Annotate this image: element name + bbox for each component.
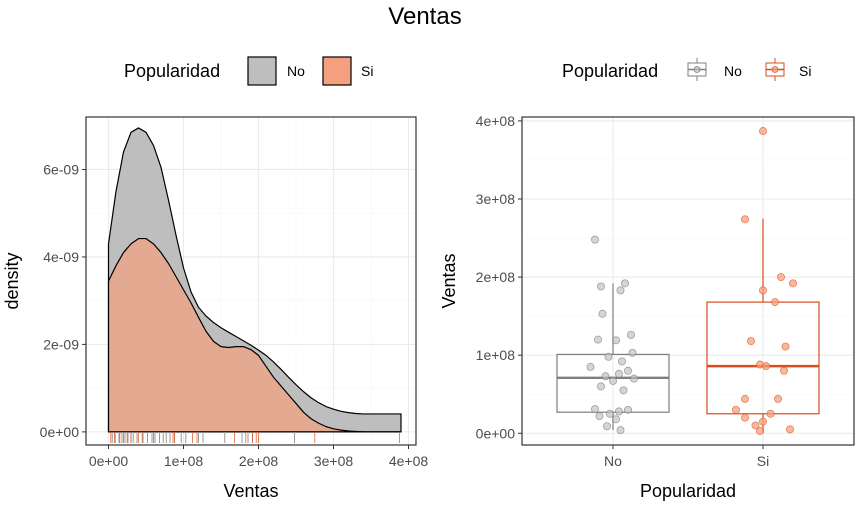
density-legend-label-no: No — [287, 63, 305, 79]
box-point-no — [604, 352, 613, 361]
box-point-si — [762, 362, 771, 371]
box-point-no — [615, 407, 624, 416]
box-legend-label-si: Si — [799, 63, 811, 79]
box-point-si — [789, 279, 798, 288]
box-y-tick-label: 0e+00 — [476, 425, 516, 441]
density-x-tick-label: 0e+00 — [89, 453, 129, 469]
box-y-tick-label: 2e+08 — [476, 269, 516, 285]
box-point-si — [759, 127, 768, 136]
box-point-si — [766, 409, 775, 418]
density-x-tick-label: 4e+08 — [389, 453, 429, 469]
density-y-tick-label: 4e-09 — [43, 249, 79, 265]
box-point-no — [591, 405, 600, 414]
density-y-tick-label: 2e-09 — [43, 336, 79, 352]
box-legend-key-no — [687, 58, 707, 81]
density-x-axis-title: Ventas — [223, 481, 278, 501]
box-x-axis: No Si — [604, 445, 769, 469]
box-point-no — [616, 286, 625, 295]
box-point-no — [627, 330, 636, 339]
box-x-tick-label: No — [604, 453, 622, 469]
box-y-axis-title: Ventas — [439, 253, 459, 308]
box-point-no — [586, 362, 595, 371]
box-panel-bg — [522, 117, 854, 445]
density-y-tick-label: 0e+00 — [40, 424, 80, 440]
box-point-si — [774, 394, 783, 403]
box-point-si — [741, 413, 750, 422]
box-point-no — [603, 422, 612, 431]
density-y-axis-title: density — [2, 252, 22, 309]
density-areas — [107, 127, 402, 433]
box-y-tick-label: 4e+08 — [476, 113, 516, 129]
box-point-no — [612, 336, 621, 345]
box-point-no — [606, 409, 615, 418]
box-point-no — [612, 415, 621, 424]
box-point-si — [741, 215, 750, 224]
box-point-si — [759, 417, 768, 426]
density-x-tick-label: 2e+08 — [239, 453, 279, 469]
box-points — [586, 127, 798, 435]
box-point-no — [595, 412, 604, 421]
box-point-si — [777, 273, 786, 282]
box-grid — [522, 117, 854, 445]
box-point-si — [781, 342, 790, 351]
box-point-si — [780, 366, 789, 375]
box-point-no — [598, 309, 607, 318]
box-chart: Popularidad No Si 0e+00 1e+08 2e+08 3e+08 — [439, 58, 855, 501]
density-y-axis: 0e+00 2e-09 4e-09 6e-09 — [40, 161, 86, 440]
density-panel-border — [85, 116, 417, 446]
box-point-no — [621, 279, 630, 288]
box-y-axis: 0e+00 1e+08 2e+08 3e+08 4e+08 — [476, 113, 522, 441]
box-x-axis-title: Popularidad — [640, 481, 736, 501]
box-point-no — [609, 376, 618, 385]
box-point-si — [741, 394, 750, 403]
box-point-no — [630, 374, 639, 383]
box-legend: Popularidad No Si — [562, 58, 811, 81]
density-legend-label-si: Si — [361, 63, 373, 79]
box-iqr — [706, 301, 820, 415]
box-legend-key-si — [765, 58, 785, 81]
density-legend-title: Popularidad — [124, 61, 220, 81]
box-point-no — [615, 369, 624, 378]
box-point-no — [594, 335, 603, 344]
box-legend-label-no: No — [724, 63, 742, 79]
box-point-si — [771, 298, 780, 307]
box-point-si — [747, 337, 756, 346]
box-point-no — [597, 382, 606, 391]
box-point-si — [751, 421, 760, 430]
density-area-si — [107, 237, 402, 433]
density-y-tick-label: 6e-09 — [43, 161, 79, 177]
box-point-no — [616, 426, 625, 435]
box-y-tick-label: 1e+08 — [476, 347, 516, 363]
box-point-si — [732, 405, 741, 414]
box-x-tick-label: Si — [757, 453, 769, 469]
density-rug — [110, 432, 400, 443]
box-point-no — [624, 405, 633, 414]
density-x-tick-label: 3e+08 — [314, 453, 354, 469]
box-point-no — [618, 357, 627, 366]
box-y-tick-label: 3e+08 — [476, 191, 516, 207]
box-point-no — [597, 282, 606, 291]
box-point-si — [759, 286, 768, 295]
density-legend-key-si — [322, 56, 352, 86]
box-point-no — [591, 235, 600, 244]
box-point-no — [601, 372, 610, 381]
box-point-no — [619, 386, 628, 395]
figure-title: Ventas — [388, 3, 461, 30]
density-legend-key-no — [247, 56, 277, 86]
box-panel-border — [521, 116, 855, 446]
box-legend-title: Popularidad — [562, 61, 658, 81]
density-x-axis: 0e+00 1e+08 2e+08 3e+08 4e+08 — [89, 445, 429, 469]
box-point-no — [628, 348, 637, 357]
box-point-no — [624, 366, 633, 375]
density-x-tick-label: 1e+08 — [164, 453, 204, 469]
density-chart: Popularidad No Si 0e+00 2e-09 4e-09 6e-09 0… — [2, 56, 429, 501]
box-point-si — [756, 426, 765, 435]
box-point-si — [786, 425, 795, 434]
density-legend: Popularidad No Si — [124, 56, 373, 86]
